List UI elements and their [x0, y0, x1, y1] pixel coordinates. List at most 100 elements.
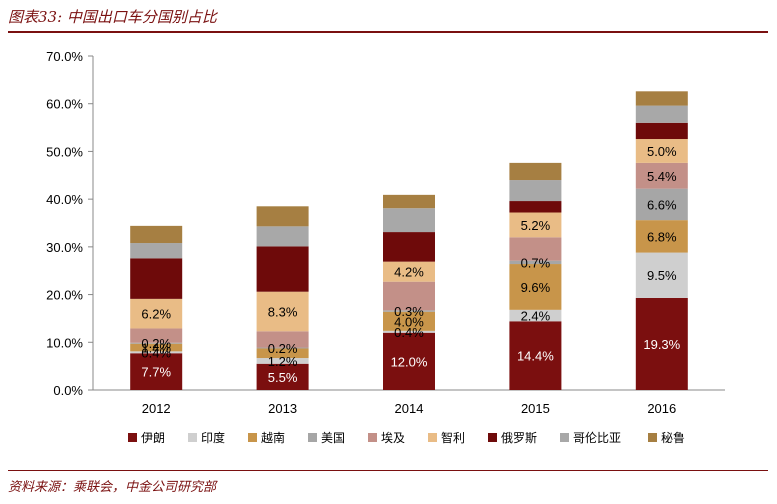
- bar-segment: [635, 297, 688, 390]
- bar-segment: [256, 226, 309, 247]
- data-label: 4.2%: [394, 265, 424, 280]
- legend-label: 埃及: [381, 431, 405, 445]
- data-label: 6.6%: [647, 197, 677, 212]
- legend-swatch: [488, 433, 497, 442]
- legend-swatch: [648, 433, 657, 442]
- source-note: 资料来源：乘联会，中金公司研究部: [8, 480, 217, 495]
- bar-segment: [509, 180, 562, 202]
- bar-segment: [256, 291, 309, 332]
- legend-swatch: [248, 433, 257, 442]
- data-label: 8.3%: [268, 305, 298, 320]
- bar-segment: [256, 246, 309, 292]
- source-divider: [8, 470, 768, 471]
- bar-segment: [383, 208, 435, 233]
- bar-segment: [256, 363, 309, 390]
- bar-segment: [130, 328, 183, 343]
- legend-label: 伊朗: [141, 431, 165, 445]
- data-label: 1.2%: [268, 354, 298, 369]
- bar-segment: [130, 343, 183, 352]
- data-label: 5.0%: [647, 144, 677, 159]
- data-label: 14.4%: [517, 349, 554, 364]
- bar-segment: [130, 258, 183, 299]
- legend-swatch: [308, 433, 317, 442]
- data-label: 9.5%: [647, 268, 677, 283]
- y-tick-label: 10.0%: [46, 335, 83, 350]
- stacked-bar-chart: 0.0% 10.0% 20.0% 30.0% 40.0% 50.0% 60.0% 70.0% 2…: [46, 49, 725, 445]
- x-tick-label: 2015: [521, 401, 550, 416]
- bar-segment: [383, 232, 435, 262]
- bar-segment: [130, 351, 183, 354]
- data-label: 0.3%: [394, 304, 424, 319]
- y-tick-label: 0.0%: [53, 383, 83, 398]
- bar-segment: [635, 188, 688, 221]
- y-tick-label: 30.0%: [46, 240, 83, 255]
- bar-segment: [130, 353, 183, 390]
- legend-label: 印度: [201, 430, 225, 445]
- legend-swatch: [368, 433, 377, 442]
- bar-segment: [256, 348, 309, 359]
- legend-swatch: [128, 433, 137, 442]
- data-label: 7.7%: [141, 365, 171, 380]
- chart-legend: 伊朗 印度 越南 美国 埃及 智利 俄罗斯 哥伦比亚 秘鲁: [128, 430, 685, 445]
- data-label: 12.0%: [391, 354, 428, 369]
- bar-segment: [509, 321, 562, 390]
- figure-title: 图表33: 中国出口车分国别占比: [8, 8, 217, 26]
- legend-label: 秘鲁: [661, 431, 685, 445]
- bar-segment: [635, 105, 688, 123]
- data-label: 6.8%: [647, 229, 677, 244]
- bar-segment: [130, 342, 183, 344]
- y-tick-label: 60.0%: [46, 97, 83, 112]
- data-label: 0.2%: [268, 341, 298, 356]
- data-label: 5.5%: [268, 370, 298, 385]
- legend-label: 美国: [321, 431, 345, 445]
- data-label: 9.6%: [521, 280, 551, 295]
- bar-segment: [635, 220, 688, 253]
- data-label: 0.4%: [394, 325, 424, 340]
- bar-segment: [635, 162, 688, 189]
- data-label: 6.2%: [141, 307, 171, 322]
- x-tick-label: 2014: [395, 401, 424, 416]
- bar-segment: [383, 194, 435, 209]
- bar-segment: [509, 201, 562, 213]
- chart-bars: [130, 91, 688, 390]
- bar-segment: [383, 261, 435, 282]
- data-label: 5.4%: [647, 169, 677, 184]
- x-tick-label: 2016: [647, 401, 676, 416]
- bar-segment: [509, 212, 562, 238]
- chart-axes: 0.0% 10.0% 20.0% 30.0% 40.0% 50.0% 60.0% 70.0% 2…: [46, 49, 725, 416]
- legend-label: 智利: [441, 430, 465, 445]
- data-label: 0.7%: [521, 255, 551, 270]
- data-label: 0.2%: [141, 336, 171, 351]
- x-tick-label: 2013: [268, 401, 297, 416]
- y-tick-label: 20.0%: [46, 288, 83, 303]
- legend-swatch: [428, 433, 437, 442]
- bar-segment: [383, 330, 435, 333]
- data-label: 2.4%: [521, 309, 551, 324]
- bar-segment: [130, 225, 183, 244]
- bar-segment: [383, 332, 435, 390]
- y-tick-label: 50.0%: [46, 144, 83, 159]
- x-tick-label: 2012: [142, 401, 171, 416]
- bar-segment: [509, 309, 562, 322]
- legend-label: 越南: [261, 430, 285, 445]
- bar-segment: [509, 237, 562, 261]
- bar-segment: [130, 243, 183, 259]
- y-tick-label: 70.0%: [46, 49, 83, 64]
- bar-segment: [256, 358, 309, 364]
- bar-segment: [635, 252, 688, 298]
- bar-segment: [509, 260, 562, 265]
- data-label: 0.4%: [141, 345, 171, 360]
- data-label: 19.3%: [643, 337, 680, 352]
- legend-swatch: [188, 433, 197, 442]
- legend-label: 哥伦比亚: [573, 430, 621, 445]
- bar-segment: [383, 310, 435, 312]
- data-label: 1.4%: [141, 341, 171, 356]
- bar-segment: [256, 347, 309, 349]
- bar-segment: [635, 91, 688, 106]
- bar-segment: [383, 281, 435, 311]
- chart-data-labels: 7.7%0.4%1.4%0.2%6.2%5.5%1.2%0.2%8.3%12.0…: [141, 144, 680, 385]
- bar-segment: [130, 298, 183, 329]
- title-divider: [8, 31, 768, 33]
- bar-segment: [256, 331, 309, 348]
- data-label: 5.2%: [521, 218, 551, 233]
